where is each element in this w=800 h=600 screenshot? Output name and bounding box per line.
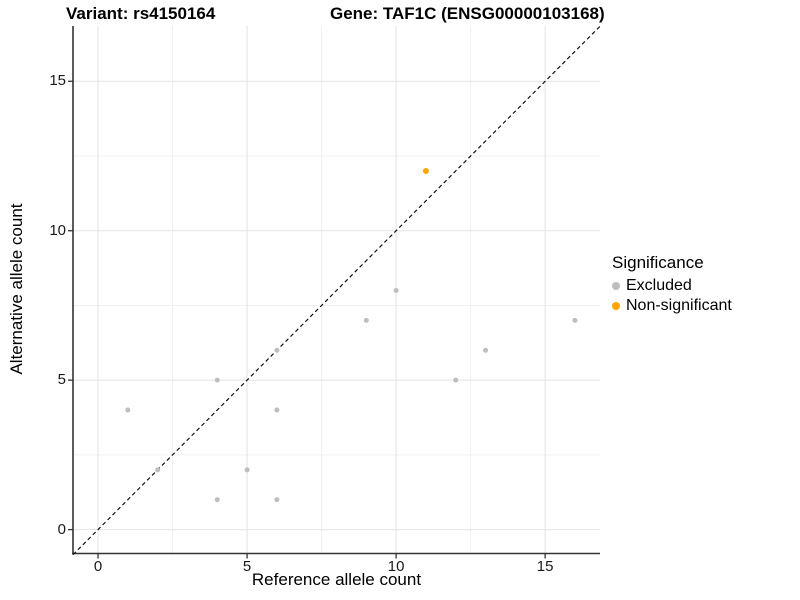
legend-item-label: Excluded <box>626 277 692 294</box>
x-axis-tick-label: 10 <box>387 558 405 575</box>
data-point-excluded <box>244 467 250 473</box>
data-point-excluded <box>453 377 459 383</box>
y-axis-tick-label: 10 <box>49 221 66 239</box>
legend-dot-icon <box>612 282 620 290</box>
legend-items: Excluded Non-significant <box>612 276 732 316</box>
x-axis-title: Reference allele count <box>251 570 422 589</box>
x-axis-tick-label: 0 <box>93 558 103 575</box>
data-point-excluded <box>214 497 220 503</box>
x-axis-tick-label: 15 <box>536 558 554 575</box>
gene-title: Gene: TAF1C (ENSG00000103168) <box>330 4 605 23</box>
legend-item: Excluded <box>612 276 732 296</box>
legend: Significance Excluded Non-significant <box>612 253 732 316</box>
y-axis-tick-label: 0 <box>57 520 66 538</box>
legend-item-label: Non-significant <box>626 297 732 314</box>
x-axis-tick-label: 5 <box>242 558 252 575</box>
variant-title: Variant: rs4150164 <box>66 4 216 23</box>
data-point-excluded <box>572 317 578 323</box>
y-axis-title: Alternative allele count <box>7 203 26 375</box>
legend-dot-icon <box>612 302 620 310</box>
legend-title: Significance <box>612 253 704 272</box>
y-axis-tick-label: 5 <box>57 371 66 389</box>
data-point-non-significant <box>422 167 429 174</box>
data-point-excluded <box>483 347 489 353</box>
data-point-excluded <box>393 287 399 293</box>
data-point-excluded <box>125 407 131 413</box>
data-point-excluded <box>274 497 280 503</box>
data-point-excluded <box>363 317 369 323</box>
y-axis-tick-label: 15 <box>49 72 66 90</box>
data-point-excluded <box>214 377 220 383</box>
data-point-excluded <box>274 407 280 413</box>
data-point-excluded <box>274 347 280 353</box>
legend-item: Non-significant <box>612 296 732 316</box>
data-point-excluded <box>155 467 161 473</box>
identity-line <box>72 25 601 556</box>
